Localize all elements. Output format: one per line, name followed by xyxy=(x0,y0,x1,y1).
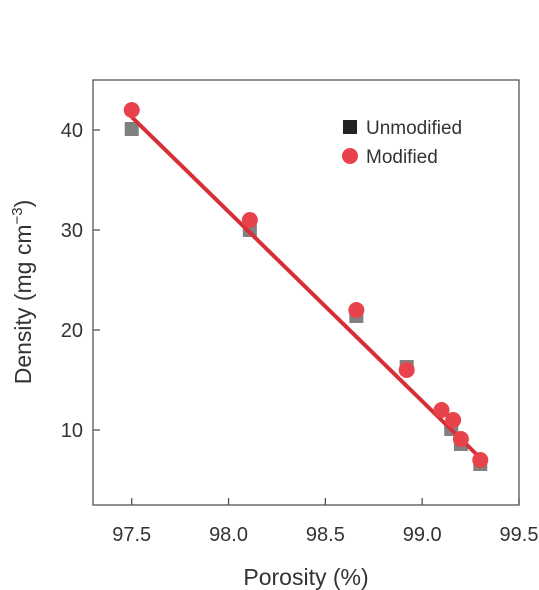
y-tick-label: 40 xyxy=(61,120,83,142)
legend-modified-label: Modified xyxy=(366,147,438,168)
modified-point xyxy=(348,302,365,318)
plot-frame xyxy=(92,79,520,506)
y-tick-label: 10 xyxy=(61,420,83,442)
modified-point xyxy=(123,102,140,118)
y-tick-label: 20 xyxy=(61,320,83,342)
x-axis-ticks: 97.5 98.0 98.5 99.0 99.5 xyxy=(112,498,538,546)
legend-unmodified-label: Unmodified xyxy=(366,118,462,139)
fit-line-layer xyxy=(129,115,483,460)
y-axis-label-end: ) xyxy=(10,200,36,208)
modified-point xyxy=(452,431,469,447)
y-axis-label-main: Density (mg cm xyxy=(10,225,36,385)
y-axis-label: Density (mg cm−3) xyxy=(9,200,36,385)
modified-point xyxy=(472,452,489,468)
legend-modified-marker xyxy=(342,148,358,164)
modified-point xyxy=(433,402,450,418)
x-tick-label: 97.5 xyxy=(112,524,151,546)
y-axis-label-superscript: −3 xyxy=(9,207,26,224)
modified-point xyxy=(445,412,462,428)
x-tick-label: 99.0 xyxy=(403,524,442,546)
y-tick-label: 30 xyxy=(61,220,83,242)
modified-point xyxy=(241,212,258,228)
x-tick-label: 98.5 xyxy=(306,524,345,546)
modified-point xyxy=(398,362,415,378)
data-points xyxy=(124,122,488,471)
modified-points-layer xyxy=(123,102,489,468)
x-axis-label: Porosity (%) xyxy=(243,564,368,590)
unmodified-point xyxy=(124,122,139,136)
x-tick-label: 98.0 xyxy=(209,524,248,546)
y-axis-ticks: 10 20 30 40 xyxy=(61,120,100,442)
legend-unmodified-marker xyxy=(343,120,357,134)
x-tick-label: 99.5 xyxy=(500,524,539,546)
fit-line xyxy=(129,115,483,460)
legend: Unmodified Modified xyxy=(342,118,462,168)
